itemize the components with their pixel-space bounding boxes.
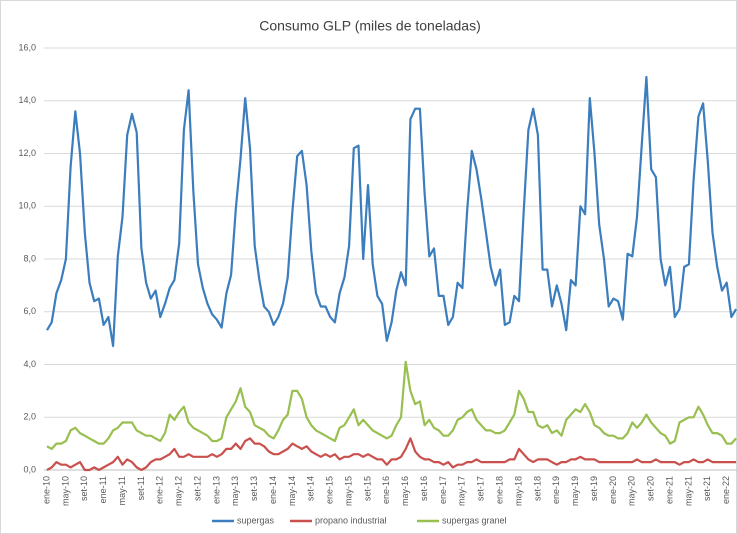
legend-label: supergas granel xyxy=(442,515,507,525)
x-tick-label: ene-14 xyxy=(268,476,278,504)
x-tick-label: set-18 xyxy=(532,476,542,501)
y-tick-label: 8,0 xyxy=(23,253,36,263)
x-tick-label: may-16 xyxy=(400,476,410,506)
x-tick-label: ene-16 xyxy=(381,476,391,504)
x-tick-label: set-21 xyxy=(702,476,712,501)
x-tick-label: set-13 xyxy=(249,476,259,501)
legend-label: propano industrial xyxy=(315,515,387,525)
y-tick-label: 12,0 xyxy=(18,148,36,158)
chart-title: Consumo GLP (miles de toneladas) xyxy=(259,18,481,34)
series-line xyxy=(46,437,737,472)
x-tick-label: set-14 xyxy=(306,476,316,501)
x-tick-label: ene-12 xyxy=(155,476,165,504)
x-tick-label: set-19 xyxy=(589,476,599,501)
x-tick-label: ene-13 xyxy=(211,476,221,504)
x-tick-label: ene-19 xyxy=(551,476,561,504)
x-tick-label: set-11 xyxy=(136,476,146,500)
x-tick-label: may-10 xyxy=(60,476,70,506)
x-tick-label: ene-20 xyxy=(608,476,618,504)
x-tick-label: may-14 xyxy=(287,476,297,506)
y-tick-label: 2,0 xyxy=(23,412,36,422)
x-tick-label: ene-15 xyxy=(325,476,335,504)
x-tick-label: may-11 xyxy=(117,476,127,505)
x-tick-label: ene-11 xyxy=(98,476,108,503)
legend-label: supergas xyxy=(237,515,275,525)
x-tick-label: set-17 xyxy=(476,476,486,501)
x-tick-label: may-20 xyxy=(627,476,637,506)
x-tick-label: set-16 xyxy=(419,476,429,501)
x-tick-label: set-15 xyxy=(362,476,372,501)
x-tick-label: may-18 xyxy=(513,476,523,506)
x-tick-label: may-19 xyxy=(570,476,580,506)
x-tick-label: set-12 xyxy=(192,476,202,501)
x-tick-label: may-13 xyxy=(230,476,240,506)
x-tick-label: ene-18 xyxy=(494,476,504,504)
y-tick-label: 16,0 xyxy=(18,42,36,52)
y-tick-label: 4,0 xyxy=(23,359,36,369)
x-tick-label: may-15 xyxy=(343,476,353,506)
y-tick-label: 6,0 xyxy=(23,306,36,316)
x-tick-label: ene-22 xyxy=(721,476,731,504)
x-tick-label: set-20 xyxy=(646,476,656,501)
x-tick-label: ene-21 xyxy=(664,476,674,504)
series-line xyxy=(46,75,737,348)
series-line xyxy=(46,360,737,450)
y-tick-label: 14,0 xyxy=(18,95,36,105)
x-tick-label: ene-10 xyxy=(41,476,51,504)
y-tick-label: 0,0 xyxy=(23,464,36,474)
x-tick-label: may-12 xyxy=(174,476,184,506)
x-tick-label: set-10 xyxy=(79,476,89,501)
x-tick-label: may-17 xyxy=(457,476,467,506)
x-tick-label: ene-17 xyxy=(438,476,448,504)
y-tick-label: 10,0 xyxy=(18,201,36,211)
x-tick-label: may-21 xyxy=(683,476,693,506)
